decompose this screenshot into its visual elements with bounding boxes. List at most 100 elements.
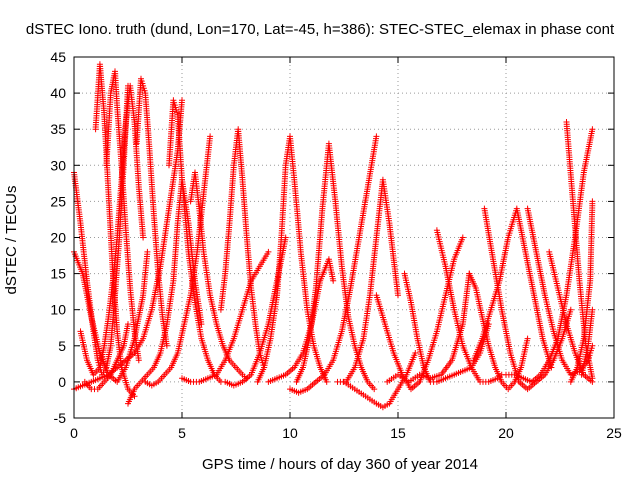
data-point [222, 345, 224, 347]
data-point [259, 265, 261, 267]
data-point [296, 381, 297, 383]
data-point [589, 280, 591, 282]
data-point [285, 237, 287, 238]
data-point [108, 193, 110, 195]
data-point [170, 367, 172, 368]
data-point [229, 359, 230, 361]
data-point [343, 381, 345, 383]
data-point [190, 294, 192, 296]
data-point [267, 251, 269, 253]
data-point [479, 381, 481, 383]
data-point [566, 323, 567, 325]
data-point [138, 359, 140, 361]
series-23 [384, 270, 473, 385]
data-point [544, 374, 546, 376]
data-point [144, 381, 146, 383]
data-point [172, 280, 174, 282]
data-point [157, 273, 159, 275]
y-tick-label: 0 [58, 374, 66, 390]
data-point [216, 374, 218, 376]
data-point [553, 359, 554, 361]
data-point [367, 186, 369, 188]
data-point [520, 367, 522, 368]
data-point [97, 359, 99, 361]
data-point [209, 294, 211, 296]
data-point [315, 381, 317, 383]
series-10 [166, 97, 224, 385]
x-tick-label: 10 [282, 425, 298, 441]
data-point [138, 186, 140, 188]
y-tick-label: 10 [50, 302, 66, 318]
data-point [95, 128, 97, 130]
data-point [162, 316, 164, 318]
data-point [220, 381, 222, 383]
data-point [181, 377, 183, 379]
data-point [125, 359, 127, 361]
y-tick-label: 20 [50, 230, 66, 246]
data-point [105, 164, 107, 166]
data-point [123, 345, 125, 347]
data-point [404, 273, 405, 275]
data-point [358, 237, 360, 238]
data-point [332, 280, 334, 282]
data-point [488, 345, 490, 347]
data-point [207, 377, 209, 379]
data-point [350, 287, 351, 289]
data-point [90, 381, 92, 383]
data-point [527, 388, 529, 390]
data-point [209, 135, 211, 137]
data-point [134, 395, 135, 397]
data-point [514, 374, 516, 376]
data-point [203, 251, 205, 253]
data-point [112, 273, 114, 275]
data-point [97, 388, 99, 390]
data-point [153, 215, 155, 217]
data-point [127, 323, 129, 325]
data-point [453, 374, 455, 376]
data-point [494, 367, 496, 368]
data-point [110, 92, 112, 94]
data-point [514, 381, 516, 383]
data-point [151, 385, 153, 386]
data-point [103, 345, 105, 347]
y-tick-label: 40 [50, 85, 66, 101]
x-tick-label: 15 [390, 425, 406, 441]
data-point [200, 338, 202, 340]
data-point [198, 208, 200, 210]
data-point [127, 403, 129, 405]
data-point [354, 367, 356, 368]
data-point [242, 179, 243, 181]
data-point [591, 381, 593, 383]
data-point [134, 352, 135, 354]
data-point [535, 381, 537, 383]
data-point [367, 381, 369, 383]
data-point [140, 381, 142, 383]
data-point [190, 200, 192, 202]
data-point [509, 352, 511, 354]
data-point [183, 323, 185, 325]
data-point [86, 359, 88, 361]
data-point [574, 352, 576, 354]
data-point [313, 345, 315, 347]
data-point [410, 388, 412, 390]
data-point [360, 367, 362, 368]
data-point [121, 164, 122, 166]
series-24 [401, 270, 492, 385]
data-point [375, 403, 377, 405]
series-33 [567, 198, 596, 385]
data-point [462, 237, 464, 238]
data-point [501, 381, 503, 383]
data-point [531, 381, 533, 383]
data-point [479, 352, 481, 354]
data-point [129, 287, 131, 289]
data-point [587, 345, 589, 347]
data-point [203, 193, 205, 195]
data-point [583, 172, 585, 173]
data-point [527, 208, 529, 210]
y-tick-label: 30 [50, 157, 66, 173]
data-point [324, 374, 326, 376]
data-point [190, 381, 192, 383]
data-point [481, 338, 483, 340]
series-14 [217, 126, 268, 371]
data-point [375, 135, 377, 137]
